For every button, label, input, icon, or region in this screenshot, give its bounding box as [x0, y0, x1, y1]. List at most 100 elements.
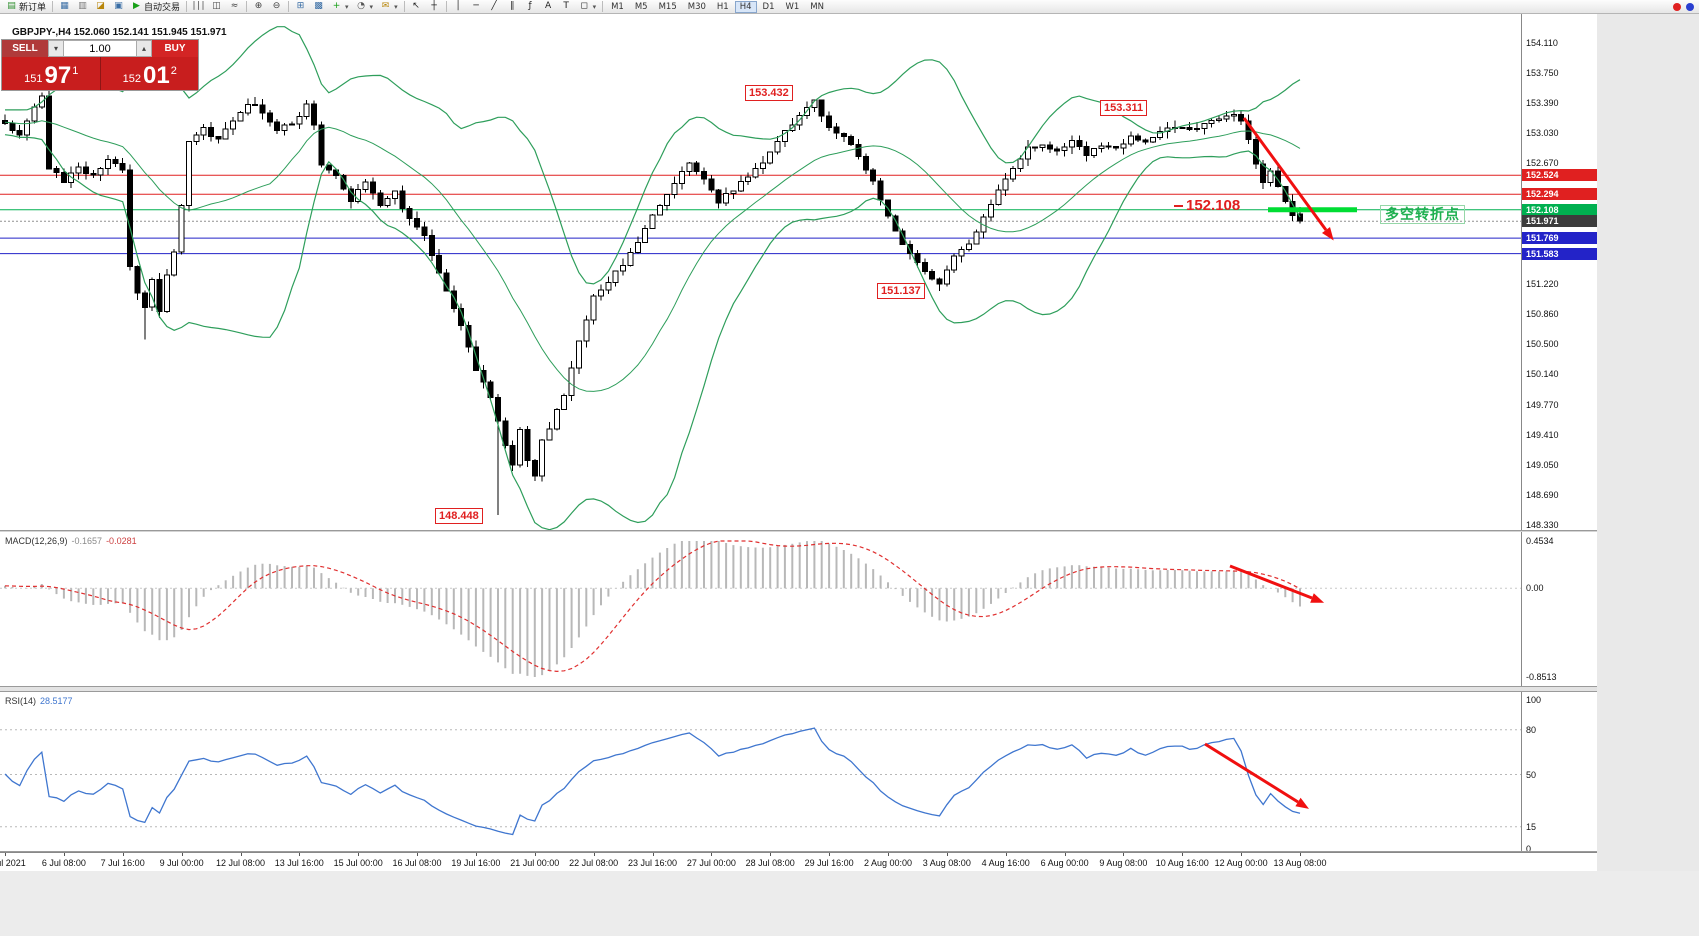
timeframe-m30-button[interactable]: M30: [687, 1, 706, 12]
sell-price-point: 1: [72, 65, 79, 77]
panel-separator[interactable]: [0, 530, 1597, 532]
autotrade-button[interactable]: ▶ 自动交易: [128, 0, 183, 14]
navigator-icon: ◪: [96, 1, 105, 11]
time-axis-tick: [1182, 853, 1184, 856]
periods-button[interactable]: ◔ ▾: [353, 0, 377, 13]
time-axis-label: 16 Jul 08:00: [392, 858, 442, 868]
red-arrow[interactable]: [1242, 117, 1334, 241]
price-level-badge: 151.971: [1522, 215, 1597, 228]
fibonacci-button[interactable]: ƒ: [522, 0, 539, 13]
time-axis-label: 9 Jul 00:00: [159, 858, 204, 868]
timeframe-m1-button[interactable]: M1: [611, 1, 624, 12]
crosshair-button[interactable]: ┼: [426, 0, 443, 13]
timeframe-d1-button[interactable]: D1: [762, 1, 775, 12]
rsi-canvas[interactable]: [0, 692, 1521, 851]
price-axis[interactable]: 154.110 153.750 153.390 153.030 152.670 151.2…: [1521, 14, 1597, 530]
horizontal-line-button[interactable]: ─: [468, 0, 485, 13]
rsi-indicator-label: RSI(14) 28.5177: [5, 696, 73, 706]
sell-price-base: 151: [24, 73, 43, 85]
shapes-button[interactable]: ◻ ▾: [576, 0, 600, 13]
rsi-axis[interactable]: 100 80 50 15 0: [1521, 692, 1597, 854]
market-watch-button[interactable]: ▦: [56, 0, 73, 13]
zoom-out-button[interactable]: ⊖: [268, 0, 285, 13]
vertical-line-button[interactable]: │: [450, 0, 467, 13]
sell-price[interactable]: 151 97 1: [2, 57, 101, 90]
tile-windows-button[interactable]: ⊞: [292, 0, 309, 13]
bollinger-upper-band[interactable]: [4, 26, 1301, 285]
chart-candles-button[interactable]: ◫: [208, 0, 225, 13]
sell-button[interactable]: SELL: [2, 40, 48, 57]
timeframe-w1-button[interactable]: W1: [785, 1, 800, 12]
zoom-out-icon: ⊖: [272, 1, 281, 11]
time-axis-tick: [711, 853, 713, 856]
bollinger-lower-band[interactable]: [4, 134, 1301, 531]
volume-decrease-button[interactable]: ▾: [48, 40, 64, 57]
buy-price[interactable]: 152 01 2: [100, 57, 198, 90]
rsi-name: RSI(14): [5, 696, 37, 706]
macd-panel[interactable]: [0, 532, 1521, 686]
axis-tick-label: 149.050: [1526, 459, 1559, 470]
new-order-button[interactable]: ▤ 新订单: [3, 0, 49, 14]
templates-button[interactable]: ✉ ▾: [377, 0, 401, 13]
horizontal-line-icon: ─: [473, 1, 479, 11]
time-axis-tick: [299, 853, 301, 856]
macd-axis[interactable]: 0.4534 0.00 -0.8513: [1521, 532, 1597, 686]
chart-symbol-info: GBPJPY-,H4 152.060 152.141 151.945 151.9…: [12, 27, 227, 38]
rsi-panel[interactable]: [0, 692, 1521, 851]
periods-icon: ◔: [357, 1, 365, 11]
timeframe-mn-button[interactable]: MN: [810, 1, 824, 12]
time-axis-label: 7 Jul 16:00: [100, 858, 145, 868]
cursor-button[interactable]: ↖: [408, 0, 425, 13]
panel-splitter[interactable]: [0, 686, 1597, 692]
macd-canvas[interactable]: [0, 532, 1521, 686]
rsi-line: [4, 727, 1301, 836]
data-window-button[interactable]: ▥: [74, 0, 91, 13]
connection-status-icon[interactable]: [1686, 2, 1694, 11]
main-chart[interactable]: [0, 14, 1521, 531]
bollinger-middle-band[interactable]: [4, 120, 1301, 392]
cascade-windows-button[interactable]: ▩: [310, 0, 327, 13]
equidistant-channel-button[interactable]: ∥: [504, 0, 521, 13]
timeframe-h4-button[interactable]: H4: [734, 0, 757, 13]
axis-tick-label: 0: [1526, 844, 1532, 854]
navigator-button[interactable]: ◪: [92, 0, 109, 13]
zoom-in-icon: ⊕: [254, 1, 263, 11]
price-chart-canvas[interactable]: [0, 14, 1521, 531]
terminal-button[interactable]: ▣: [110, 0, 127, 13]
time-axis-tick: [534, 853, 536, 856]
red-arrow[interactable]: [1204, 742, 1309, 809]
sell-price-pips: 97: [44, 62, 72, 89]
macd-name: MACD(12,26,9): [5, 536, 68, 546]
dropdown-caret-icon: ▾: [369, 2, 374, 11]
timeframe-h1-button[interactable]: H1: [716, 1, 729, 12]
chart-line-button[interactable]: ≈: [226, 0, 243, 13]
red-arrow[interactable]: [1229, 564, 1325, 603]
time-axis-label: 29 Jul 16:00: [804, 858, 854, 868]
volume-increase-button[interactable]: ▴: [136, 40, 152, 57]
axis-tick-label: 150.500: [1526, 338, 1559, 349]
dropdown-caret-icon: ▾: [394, 2, 398, 11]
buy-button[interactable]: BUY: [152, 40, 198, 57]
autotrade-label: 自动交易: [144, 3, 181, 13]
time-axis-label: 6 Jul 08:00: [41, 858, 86, 868]
data-window-icon: ▥: [78, 1, 87, 11]
time-axis-label: 12 Jul 08:00: [215, 858, 266, 868]
chart-bars-button[interactable]: ∣∣∣: [190, 0, 207, 13]
timeframe-m5-button[interactable]: M5: [634, 1, 648, 12]
alert-status-icon[interactable]: [1673, 2, 1681, 11]
axis-tick-label: 0.00: [1526, 583, 1544, 594]
add-indicator-button[interactable]: + ▾: [328, 0, 352, 13]
trendline-button[interactable]: ╱: [486, 0, 503, 13]
text-button[interactable]: A: [540, 0, 557, 13]
time-axis-tick: [181, 853, 183, 856]
axis-tick-label: 149.770: [1526, 399, 1559, 410]
price-level-badge: 152.294: [1522, 188, 1597, 201]
equidistant-channel-icon: ∥: [509, 1, 515, 11]
time-axis[interactable]: 5 Jul 2021 6 Jul 08:00 7 Jul 16:00 9 Jul 00…: [0, 852, 1597, 871]
text-label-button[interactable]: T: [558, 0, 575, 13]
time-axis-label: 13 Jul 16:00: [274, 858, 324, 868]
volume-input[interactable]: 1.00: [64, 40, 136, 57]
zoom-in-button[interactable]: ⊕: [250, 0, 267, 13]
axis-tick-label: 153.390: [1526, 98, 1559, 108]
timeframe-m15-button[interactable]: M15: [658, 1, 677, 12]
